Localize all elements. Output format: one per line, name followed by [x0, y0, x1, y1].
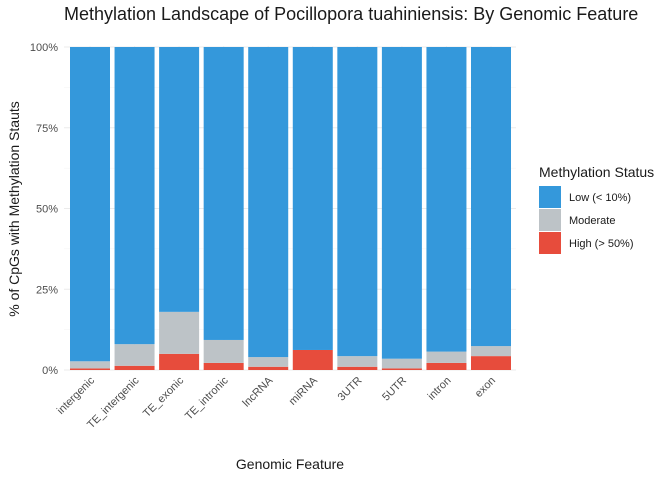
bar-segment-intergenic-low [70, 47, 110, 362]
legend-label: Low (< 10%) [569, 192, 631, 204]
bar-segment-TE_exonic-high [159, 353, 200, 370]
y-tick-label: 25% [36, 284, 58, 296]
bar-segment-TE_intronic-moderate [203, 339, 244, 363]
bar-segment-exon-moderate [471, 346, 511, 357]
y-tick-label: 0% [42, 365, 58, 377]
bar-segment-intron-moderate [426, 351, 467, 363]
bar-segment-exon-high [471, 356, 511, 370]
bar-segment-intergenic-moderate [70, 361, 110, 369]
legend: Methylation Status Low (< 10%) Moderate Hi… [539, 164, 654, 254]
legend-label: Moderate [569, 215, 615, 227]
legend-key-moderate [539, 209, 561, 231]
bar-segment-3UTR-low [337, 47, 378, 357]
legend-key-high [539, 232, 561, 254]
x-tick-label: intergenic [55, 374, 98, 417]
x-axis-title: Genomic Feature [236, 456, 344, 472]
bar-segment-TE_intronic-high [203, 362, 244, 370]
y-tick-label: 50% [36, 204, 58, 216]
bar-segment-3UTR-moderate [337, 356, 378, 367]
bar-segment-miRNA-high [292, 349, 333, 370]
legend-title: Methylation Status [539, 164, 654, 180]
x-tick-label: 5UTR [380, 375, 409, 404]
bar-segment-lncRNA-high [248, 366, 289, 370]
bar-segment-intron-high [426, 362, 467, 370]
y-tick-label: 75% [36, 123, 58, 135]
bars [70, 47, 511, 370]
x-tick-label: TE_exonic [141, 374, 187, 420]
x-tick-label: lncRNA [240, 374, 275, 409]
bar-segment-TE_intronic-low [203, 47, 244, 340]
bar-segment-3UTR-high [337, 366, 378, 370]
bar-segment-5UTR-high [381, 368, 422, 370]
bar-segment-lncRNA-low [248, 47, 289, 358]
y-axis-title: % of CpGs with Methylation Stauts [6, 101, 22, 317]
bar-segment-TE_intergenic-low [114, 47, 155, 345]
bar-segment-TE_intergenic-high [114, 365, 155, 370]
bar-segment-5UTR-low [381, 47, 422, 359]
x-tick-label: TE_intronic [183, 374, 231, 422]
bar-segment-5UTR-moderate [381, 358, 422, 369]
bar-segment-intergenic-high [70, 368, 110, 370]
x-tick-label: exon [473, 375, 498, 400]
chart-title: Methylation Landscape of Pocillopora tua… [64, 4, 638, 24]
bar-segment-TE_exonic-moderate [159, 311, 200, 354]
y-tick-label: 100% [30, 42, 58, 54]
bar-segment-miRNA-low [292, 47, 333, 350]
y-axis-ticks: 0% 25% 50% 75% 100% [30, 42, 58, 377]
legend-label: High (> 50%) [569, 238, 634, 250]
bar-segment-TE_intergenic-moderate [114, 344, 155, 366]
legend-key-low [539, 186, 561, 208]
x-tick-label: intron [426, 375, 454, 403]
x-tick-label: miRNA [287, 374, 321, 408]
bar-segment-lncRNA-moderate [248, 357, 289, 367]
bar-segment-intron-low [426, 47, 467, 352]
bar-segment-TE_exonic-low [159, 47, 200, 312]
bar-segment-exon-low [471, 47, 511, 347]
x-tick-label: 3UTR [336, 375, 365, 404]
